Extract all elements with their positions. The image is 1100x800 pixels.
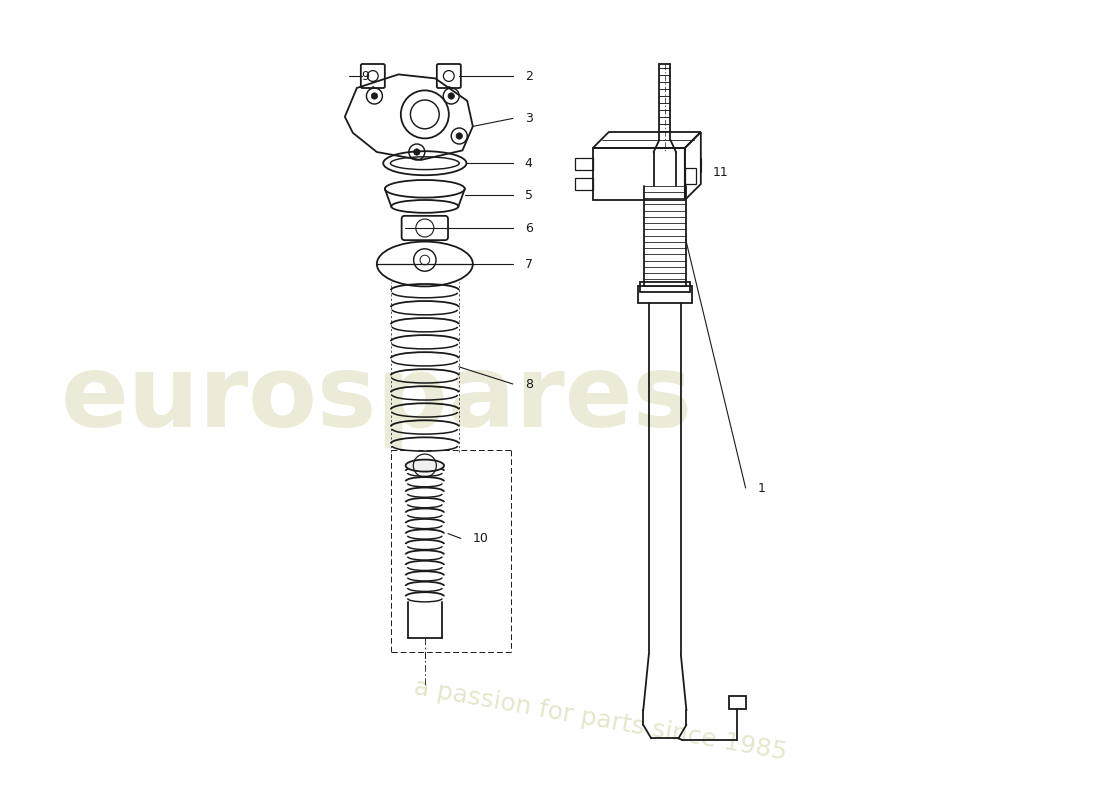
Circle shape [414,149,420,155]
Text: 7: 7 [525,258,532,270]
Ellipse shape [406,459,444,472]
Bar [685,168,696,184]
Bar [729,696,747,709]
Bar [575,158,593,170]
Text: 2: 2 [525,70,532,82]
Text: 4: 4 [525,157,532,170]
Bar [638,286,692,303]
Text: 10: 10 [473,532,488,545]
Text: 3: 3 [525,112,532,125]
Circle shape [371,93,377,99]
Bar [640,282,690,292]
Text: 11: 11 [713,166,728,178]
Circle shape [448,93,454,99]
Text: 5: 5 [525,189,532,202]
Text: 6: 6 [525,222,532,234]
Text: a passion for parts since 1985: a passion for parts since 1985 [412,675,789,765]
Bar [593,148,685,200]
Bar [575,178,593,190]
Text: 1: 1 [758,482,766,494]
Text: 8: 8 [525,378,532,390]
Text: 9: 9 [361,70,368,82]
Circle shape [456,133,462,139]
Text: eurospares: eurospares [60,351,693,449]
